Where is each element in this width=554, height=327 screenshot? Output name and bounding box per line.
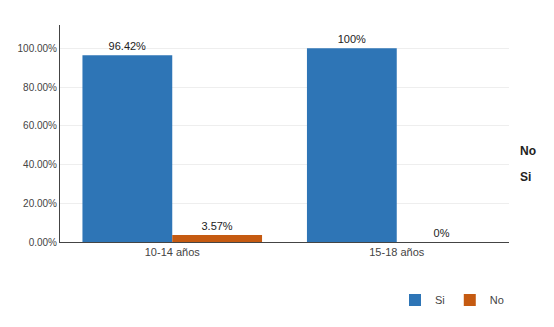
svg-text:60.00%: 60.00%	[23, 120, 57, 131]
svg-text:No: No	[490, 294, 504, 306]
svg-text:10-14 años: 10-14 años	[145, 246, 201, 258]
svg-text:96.42%: 96.42%	[109, 40, 147, 52]
svg-text:Si: Si	[435, 294, 445, 306]
svg-text:20.00%: 20.00%	[23, 198, 57, 209]
svg-text:15-18 años: 15-18 años	[369, 246, 425, 258]
svg-text:100%: 100%	[338, 33, 366, 45]
svg-text:0%: 0%	[434, 227, 450, 239]
svg-text:0.00%: 0.00%	[29, 237, 57, 248]
svg-text:40.00%: 40.00%	[23, 159, 57, 170]
svg-text:100.00%: 100.00%	[18, 43, 58, 54]
svg-text:Si: Si	[520, 170, 531, 184]
svg-text:80.00%: 80.00%	[23, 82, 57, 93]
svg-text:3.57%: 3.57%	[201, 220, 232, 232]
svg-text:No: No	[520, 144, 536, 158]
